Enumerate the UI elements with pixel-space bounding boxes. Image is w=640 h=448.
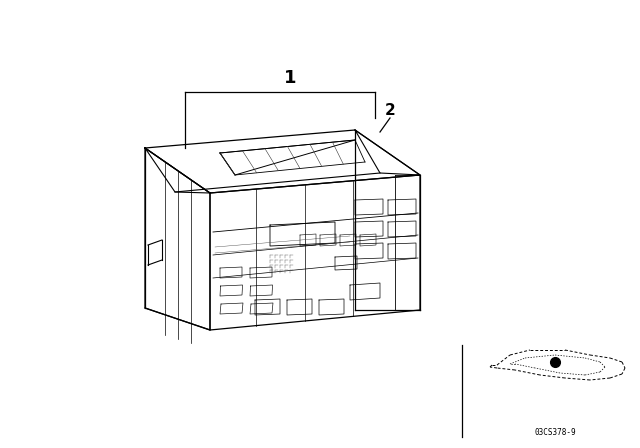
Text: 1: 1 bbox=[284, 69, 296, 87]
Text: 2: 2 bbox=[385, 103, 396, 117]
Text: 03CS378-9: 03CS378-9 bbox=[534, 427, 576, 436]
